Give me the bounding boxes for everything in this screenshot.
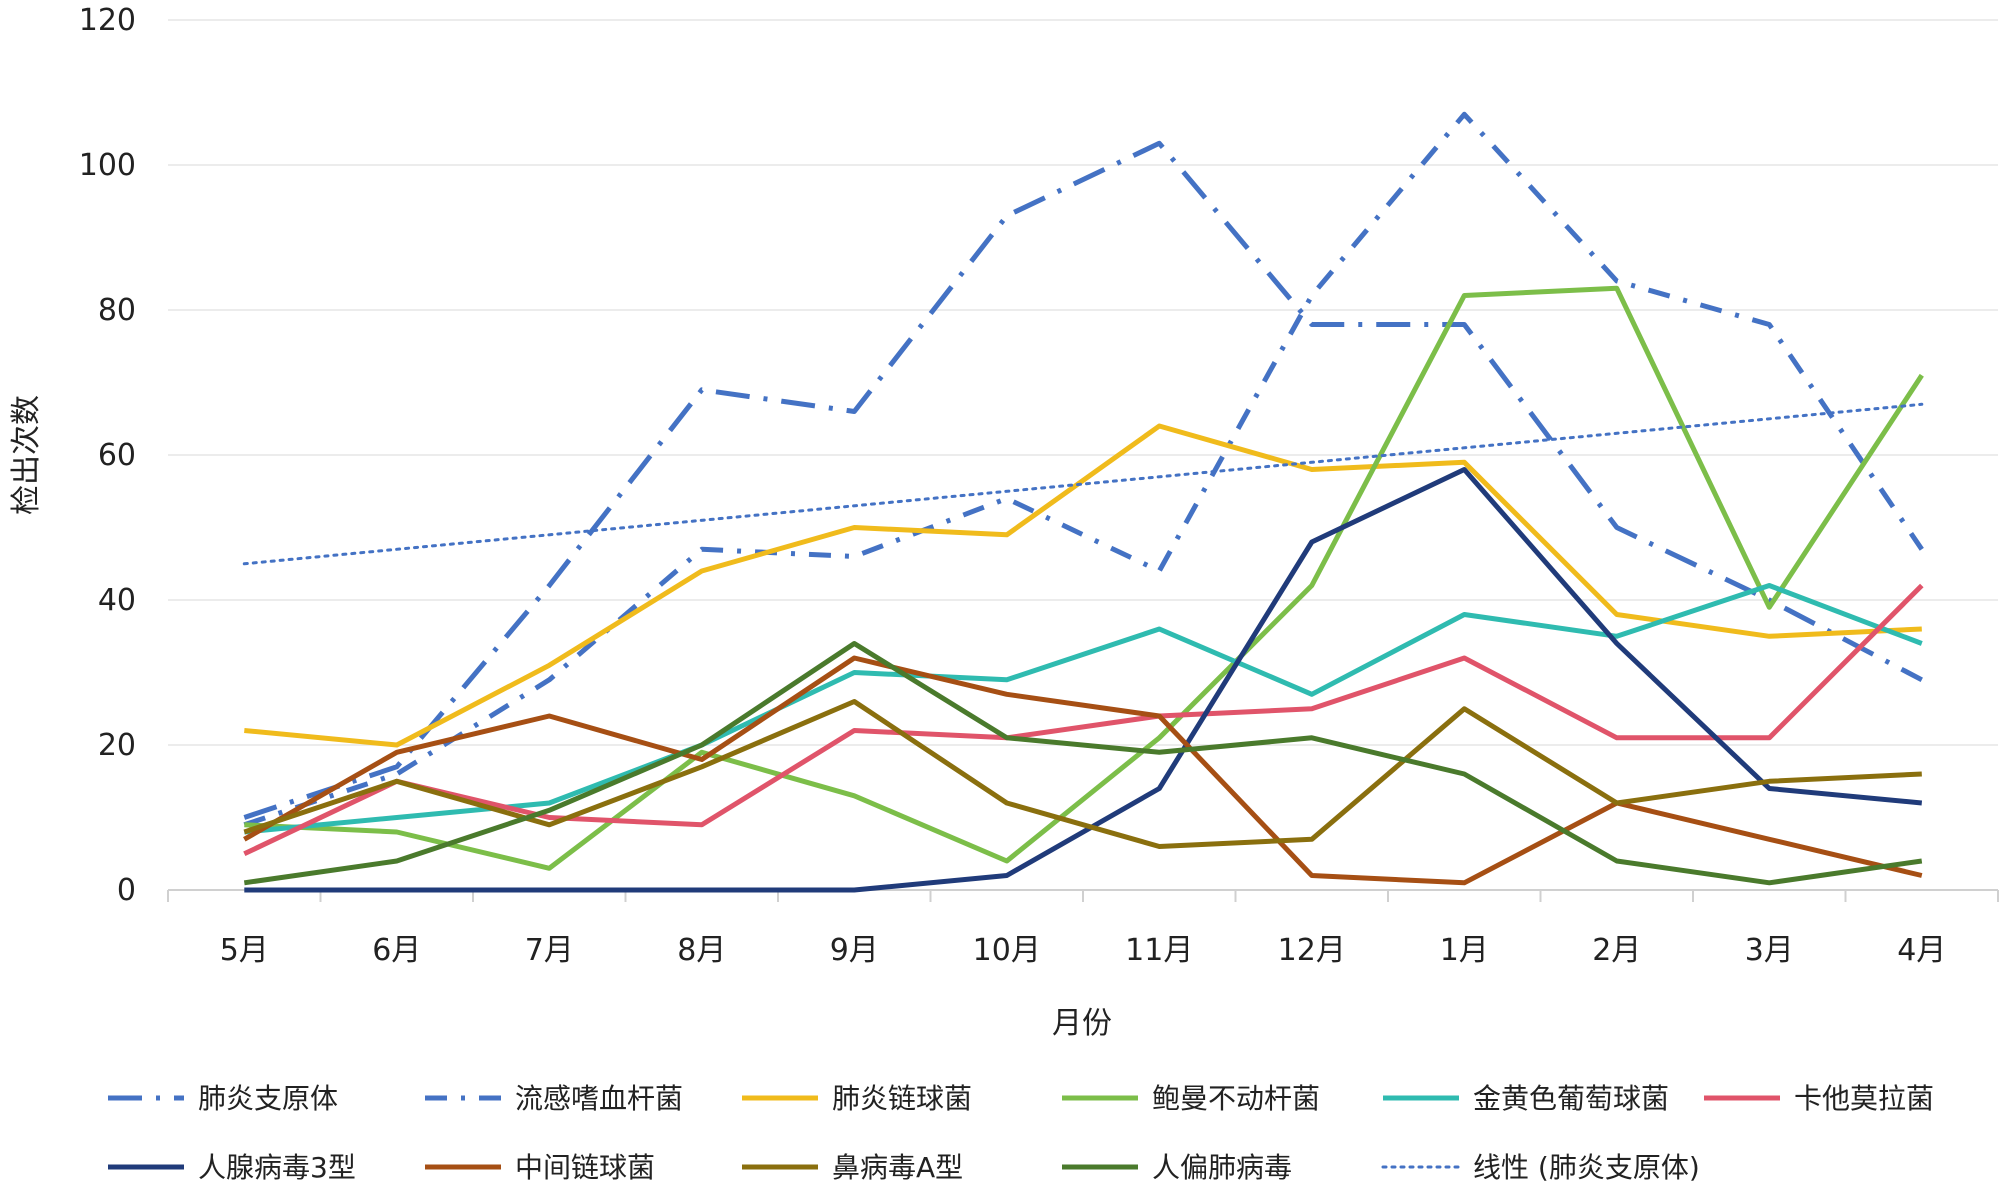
legend-label: 线性 (肺炎支原体): [1473, 1151, 1700, 1184]
legend-item: 人偏肺病毒: [1062, 1151, 1292, 1184]
legend-label: 人偏肺病毒: [1152, 1151, 1292, 1184]
legend-label: 肺炎支原体: [198, 1082, 338, 1115]
legend-label: 流感嗜血杆菌: [515, 1082, 683, 1115]
x-tick-label: 7月: [525, 933, 574, 968]
legend-item: 金黄色葡萄球菌: [1383, 1082, 1669, 1115]
series-line-8: [243, 699, 1922, 849]
x-tick-label: 10月: [973, 933, 1041, 968]
series-line-7: [243, 655, 1923, 886]
series-lines: [242, 111, 1924, 893]
y-axis-ticks: 0 20 40 60 80 100 120: [79, 3, 136, 908]
x-tick-label: 5月: [220, 933, 269, 968]
series-line-4: [244, 583, 1923, 835]
x-tick-label: 12月: [1278, 933, 1346, 968]
legend-label: 鲍曼不动杆菌: [1152, 1082, 1320, 1115]
series-line-2: [244, 423, 1922, 748]
y-tick-label: 40: [98, 583, 136, 618]
legend-label: 鼻病毒A型: [832, 1151, 963, 1184]
legend-item: 鼻病毒A型: [742, 1151, 963, 1184]
legend-label: 人腺病毒3型: [198, 1151, 356, 1184]
x-tick-label: 1月: [1440, 933, 1489, 968]
x-tick-label: 9月: [830, 933, 879, 968]
legend-item: 人腺病毒3型: [108, 1151, 356, 1184]
y-axis-title: 检出次数: [9, 395, 44, 515]
series-line-6: [244, 467, 1923, 893]
y-tick-label: 120: [79, 3, 136, 38]
gridlines: [168, 19, 1998, 746]
x-axis-title: 月份: [1052, 1006, 1112, 1041]
legend-label: 卡他莫拉菌: [1794, 1082, 1934, 1115]
legend-item: 卡他莫拉菌: [1704, 1082, 1934, 1115]
series-line-5: [243, 583, 1924, 857]
series-line-10: [242, 402, 1924, 566]
y-tick-label: 0: [117, 873, 136, 908]
x-axis: 5月 6月 7月 8月 9月 10月 11月 12月 1月 2月 3月 4月: [167, 889, 1999, 968]
x-tick-label: 2月: [1592, 933, 1641, 968]
legend-item: 肺炎支原体: [108, 1082, 338, 1115]
x-tick-label: 8月: [677, 933, 726, 968]
legend-item: 肺炎链球菌: [742, 1082, 972, 1115]
x-tick-label: 11月: [1125, 933, 1193, 968]
y-tick-label: 100: [79, 148, 136, 183]
x-tick-label: 4月: [1897, 933, 1946, 968]
legend: 肺炎支原体 流感嗜血杆菌 肺炎链球菌 鲍曼不动杆菌 金黄色葡萄球菌 卡他莫拉菌人腺病毒3型…: [108, 1082, 1934, 1184]
series-line-1: [243, 111, 1924, 828]
series-line-3: [244, 285, 1924, 871]
legend-label: 肺炎链球菌: [832, 1082, 972, 1115]
legend-label: 金黄色葡萄球菌: [1473, 1082, 1669, 1115]
series-line-0: [243, 140, 1923, 820]
y-tick-label: 80: [98, 293, 136, 328]
legend-item: 线性 (肺炎支原体): [1381, 1151, 1700, 1184]
y-tick-label: 20: [98, 728, 136, 763]
x-tick-label: 3月: [1745, 933, 1794, 968]
legend-item: 鲍曼不动杆菌: [1062, 1082, 1320, 1115]
series-line-9: [243, 641, 1923, 886]
x-tick-label: 6月: [372, 933, 421, 968]
legend-item: 中间链球菌: [425, 1151, 655, 1184]
legend-item: 流感嗜血杆菌: [425, 1082, 683, 1115]
legend-label: 中间链球菌: [515, 1151, 655, 1184]
y-tick-label: 60: [98, 438, 136, 473]
